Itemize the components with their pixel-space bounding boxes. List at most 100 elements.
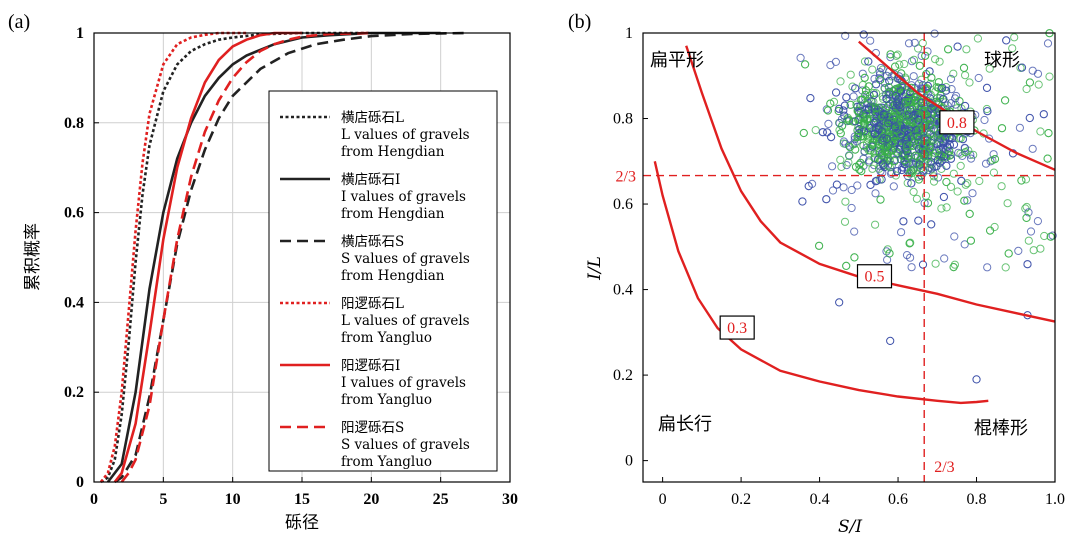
- scatter-point: [905, 89, 915, 98]
- scatter-point: [953, 187, 962, 196]
- scatter-point: [886, 53, 895, 62]
- scatter-point: [1015, 123, 1025, 132]
- scatter-point: [818, 128, 827, 137]
- scatter-point: [942, 161, 951, 170]
- panel-a-xlabel: 砾径: [285, 513, 319, 533]
- scatter-point: [953, 42, 962, 51]
- legend-name-3: 阳逻砾石L: [341, 296, 404, 312]
- y-tick-label: 0.6: [64, 205, 84, 222]
- scatter-point: [840, 101, 849, 110]
- region-label-2: 扁长行: [658, 414, 712, 435]
- scatter-point: [1017, 176, 1026, 185]
- scatter-point: [1040, 231, 1049, 241]
- scatter-point: [838, 121, 847, 130]
- scatter-point: [931, 55, 940, 64]
- scatter-point: [886, 336, 895, 345]
- scatter-point: [826, 61, 835, 70]
- scatter-point: [974, 73, 983, 83]
- scatter-point: [1025, 78, 1035, 87]
- scatter-point: [860, 73, 869, 82]
- scatter-point: [926, 90, 935, 99]
- scatter-point: [839, 139, 848, 148]
- scatter-point: [853, 181, 862, 190]
- x-tick-label: 0.6: [888, 491, 908, 508]
- y-tick-label: 0.4: [613, 282, 633, 299]
- scatter-point: [1048, 231, 1057, 240]
- scatter-point: [902, 146, 911, 156]
- scatter-point: [907, 167, 916, 176]
- scatter-point: [883, 245, 892, 254]
- scatter-point: [835, 119, 844, 128]
- scatter-point: [975, 176, 984, 186]
- scatter-point: [1003, 199, 1012, 208]
- scatter-point: [893, 99, 902, 108]
- scatter-point: [949, 69, 958, 78]
- scatter-point: [1033, 69, 1043, 78]
- scatter-point: [871, 189, 880, 198]
- scatter-point: [858, 86, 867, 95]
- scatter-point: [935, 57, 944, 66]
- scatter-point: [902, 143, 911, 153]
- scatter-point: [815, 241, 824, 250]
- scatter-point: [846, 100, 855, 109]
- scatter-point: [918, 39, 927, 48]
- scatter-point: [861, 90, 870, 100]
- y-tick-label: 0: [76, 474, 84, 491]
- scatter-point: [1034, 80, 1043, 89]
- scatter-point: [897, 165, 906, 175]
- scatter-point: [859, 141, 868, 150]
- scatter-point: [997, 182, 1006, 191]
- series-line-0: [100, 31, 372, 484]
- legend-desc-0-0: L values of gravels: [341, 127, 470, 143]
- scatter-point: [889, 101, 898, 110]
- scatter-point: [866, 36, 875, 45]
- panel-a-label: (a): [8, 11, 30, 33]
- x-tick-label: 0: [90, 491, 98, 508]
- scatter-point: [871, 220, 880, 229]
- scatter-point: [940, 152, 949, 161]
- scatter-point: [882, 134, 892, 144]
- scatter-point: [849, 92, 858, 101]
- scatter-point: [856, 101, 865, 110]
- region-label-1: 球形: [984, 50, 1020, 71]
- scatter-point: [907, 83, 916, 93]
- scatter-point: [959, 63, 969, 73]
- scatter-point: [915, 160, 924, 169]
- x-tick-label: 0: [659, 491, 667, 508]
- scatter-point: [927, 137, 936, 146]
- scatter-point: [966, 236, 976, 245]
- scatter-point: [949, 263, 958, 272]
- scatter-point: [997, 124, 1007, 133]
- scatter-point: [864, 82, 873, 91]
- series-line-5: [120, 31, 372, 483]
- scatter-point: [939, 192, 949, 202]
- scatter-point: [950, 232, 959, 241]
- scatter-point: [891, 91, 901, 101]
- scatter-point: [893, 129, 902, 138]
- scatter-point: [875, 147, 885, 156]
- scatter-point: [921, 119, 930, 128]
- scatter-point: [957, 176, 966, 185]
- scatter-point: [900, 59, 909, 69]
- scatter-point: [903, 129, 912, 138]
- scatter-point: [986, 157, 995, 166]
- scatter-point: [960, 240, 969, 249]
- scatter-point: [876, 195, 885, 204]
- scatter-point: [1010, 33, 1019, 42]
- scatter-point: [811, 126, 820, 135]
- scatter-point: [864, 57, 873, 66]
- panel-a: (a) 0 5 10 15 20 25 30 0 0.2 0.4 0.6 0.8 1 砾径 累积概率 横…: [8, 11, 518, 533]
- scatter-point: [961, 180, 970, 189]
- scatter-point: [832, 180, 842, 189]
- scatter-point: [902, 141, 912, 150]
- panel-b-frame: [642, 32, 1056, 483]
- contour-label-0: 0.3: [727, 320, 747, 337]
- scatter-point: [907, 57, 917, 66]
- scatter-point: [937, 156, 946, 165]
- scatter-point: [927, 164, 936, 173]
- contour-label-1: 0.5: [865, 269, 885, 286]
- scatter-point: [973, 34, 983, 43]
- scatter-point: [904, 39, 914, 48]
- scatter-point: [924, 157, 933, 166]
